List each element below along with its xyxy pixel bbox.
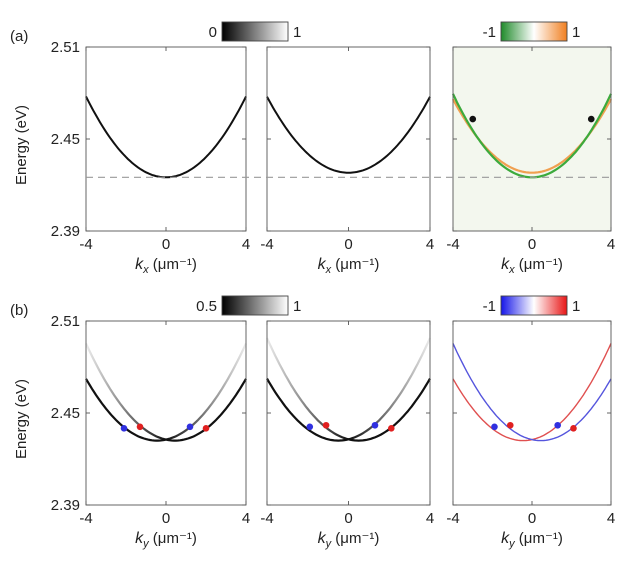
colorbar-max-label: 1	[572, 298, 580, 315]
data-point-2	[136, 423, 144, 431]
x-tick-label: 0	[344, 510, 352, 527]
x-axis-label: ky (μm⁻¹)	[135, 530, 197, 550]
plot-area	[86, 321, 246, 505]
x-tick-label: 0	[344, 236, 352, 253]
plot-area	[453, 47, 611, 231]
plot-area	[453, 321, 611, 505]
data-point-2	[587, 115, 595, 123]
data-point-4	[570, 425, 577, 432]
x-axis-label: kx (μm⁻¹)	[318, 256, 380, 276]
y-tick-label: 2.39	[51, 497, 80, 514]
x-tick-label: 4	[242, 510, 250, 527]
colorbar-max-label: 1	[572, 24, 580, 41]
x-axis-label: kx (μm⁻¹)	[135, 256, 197, 276]
colorbar-max-label: 1	[293, 298, 301, 315]
series-branch-B	[265, 337, 431, 442]
x-tick-label: 0	[162, 510, 170, 527]
x-tick-label: 0	[528, 510, 536, 527]
data-point-1	[469, 115, 477, 123]
y-tick-label: 2.45	[51, 405, 80, 422]
colorbar-max-label: 1	[293, 24, 301, 41]
plot-area	[267, 321, 430, 505]
data-point-3	[554, 421, 561, 429]
colorbar-min-label: 0	[209, 24, 217, 41]
colorbar	[221, 295, 289, 316]
x-tick-label: 0	[528, 236, 536, 253]
panel-5: -4 0 4 ky (μm⁻¹)	[260, 320, 434, 550]
panel-6: -4 0 4 ky (μm⁻¹) -1 1	[446, 295, 615, 550]
y-axis-label: Energy (eV)	[13, 105, 30, 185]
y-axis-label: Energy (eV)	[13, 379, 30, 459]
panel-4: -4 0 4 2.51 2.45 2.39 ky (μm⁻¹) Energy (eV) (b) 0…	[10, 295, 301, 550]
data-point-3	[186, 423, 194, 431]
colorbar	[221, 21, 289, 42]
series-dispersion	[85, 95, 247, 179]
series-branch-B	[84, 342, 247, 442]
x-axis-label: kx (μm⁻¹)	[501, 256, 563, 276]
plot-area	[267, 47, 430, 231]
y-tick-label: 2.45	[51, 131, 80, 148]
colorbar	[500, 21, 568, 42]
x-tick-label: 4	[242, 236, 250, 253]
y-tick-label: 2.51	[51, 39, 80, 56]
x-axis-label: ky (μm⁻¹)	[501, 530, 563, 550]
colorbar-min-label: -1	[483, 298, 496, 315]
y-tick-label: 2.39	[51, 223, 80, 240]
x-tick-label: -4	[260, 236, 273, 253]
data-point-4	[387, 425, 395, 432]
colorbar-min-label: -1	[483, 24, 496, 41]
series-branch-B	[452, 343, 612, 442]
data-point-1	[491, 423, 498, 431]
row-label: (a)	[10, 28, 28, 45]
data-point-4	[202, 425, 210, 432]
x-tick-label: 4	[426, 510, 434, 527]
x-tick-label: -4	[446, 510, 459, 527]
x-tick-label: -4	[79, 236, 92, 253]
panel-2: -4 0 4 kx (μm⁻¹)	[260, 46, 434, 276]
x-tick-label: 4	[426, 236, 434, 253]
data-point-1	[306, 423, 314, 431]
panel-3: -4 0 4 kx (μm⁻¹) -1 1	[446, 21, 615, 276]
x-tick-label: -4	[446, 236, 459, 253]
series-dispersion	[266, 96, 431, 174]
colorbar-min-label: 0.5	[196, 298, 217, 315]
colorbar	[500, 295, 568, 316]
data-point-3	[371, 421, 379, 429]
data-point-2	[506, 421, 514, 429]
y-tick-label: 2.51	[51, 313, 80, 330]
data-point-1	[120, 425, 128, 432]
panel-1: -4 0 4 2.51 2.45 2.39 kx (μm⁻¹) Energy (eV) (a) 0…	[10, 21, 301, 276]
plot-area	[86, 47, 246, 231]
data-point-2	[322, 421, 330, 429]
row-label: (b)	[10, 302, 28, 319]
x-tick-label: -4	[260, 510, 273, 527]
x-tick-label: 4	[607, 510, 615, 527]
x-axis-label: ky (μm⁻¹)	[318, 530, 380, 550]
x-tick-label: 0	[162, 236, 170, 253]
x-tick-label: 4	[607, 236, 615, 253]
x-tick-label: -4	[79, 510, 92, 527]
